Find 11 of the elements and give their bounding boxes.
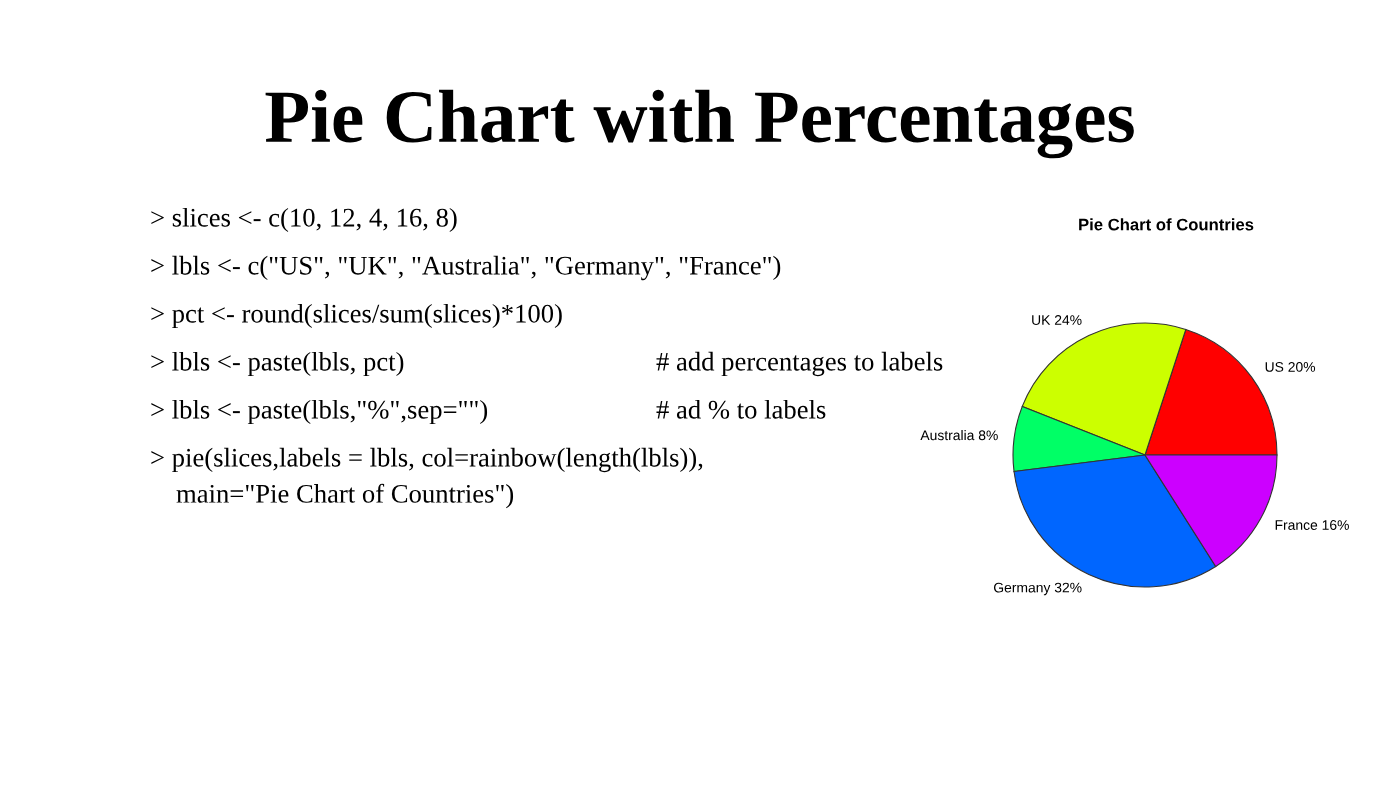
text: # add percentages to labels bbox=[656, 351, 943, 377]
chart-title: Pie Chart of Countries bbox=[1079, 218, 1254, 231]
text: Pie Chart with Percentages bbox=[265, 89, 1134, 159]
text: main="Pie Chart of Countries") bbox=[176, 483, 514, 509]
text: # ad % to labels bbox=[656, 399, 826, 419]
text: > lbls <- c("US", "UK", "Australia", "Germany", "France") bbox=[151, 255, 781, 281]
text: > pct <- round(slices/sum(slices)*100) bbox=[151, 303, 562, 329]
text: > lbls <- paste(lbls,"%",sep="") bbox=[151, 399, 488, 425]
text: > slices <- c(10, 12, 4, 16, 8) bbox=[151, 207, 457, 233]
text: > lbls <- paste(lbls, pct) bbox=[151, 351, 404, 377]
text: > pie(slices,labels = lbls, col=rainbow(length(lbls)), bbox=[151, 447, 703, 473]
